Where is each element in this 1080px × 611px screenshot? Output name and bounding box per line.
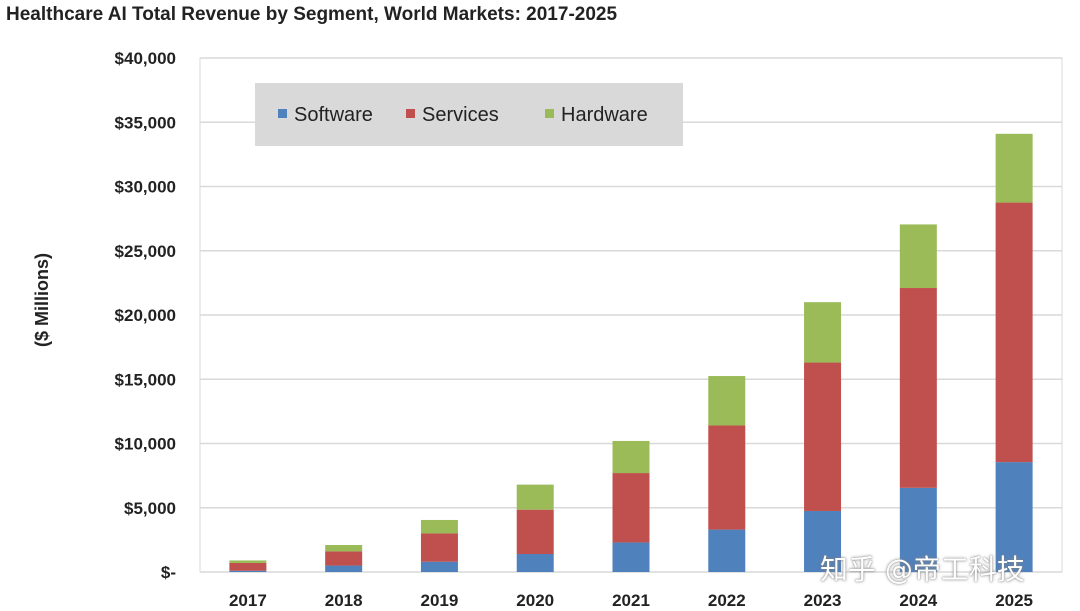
bar-software-2022 bbox=[708, 529, 746, 572]
bar-services-2024 bbox=[899, 288, 937, 488]
bar-software-2025 bbox=[995, 462, 1033, 572]
legend-swatch-services bbox=[406, 109, 415, 118]
legend-label-software: Software bbox=[294, 104, 373, 126]
bar-services-2017 bbox=[229, 563, 267, 571]
watermark: 知乎 @帝工科技 bbox=[820, 553, 1025, 586]
x-tick-label: 2023 bbox=[804, 591, 842, 610]
bar-software-2020 bbox=[516, 554, 554, 572]
x-tick-label: 2019 bbox=[421, 591, 459, 610]
bar-hardware-2021 bbox=[612, 440, 650, 474]
y-tick-label: $40,000 bbox=[115, 49, 176, 68]
bar-services-2023 bbox=[804, 362, 842, 511]
x-tick-label: 2021 bbox=[612, 591, 650, 610]
chart-title: Healthcare AI Total Revenue by Segment, … bbox=[6, 4, 618, 25]
y-tick-label: $- bbox=[161, 563, 176, 582]
y-tick-label: $25,000 bbox=[115, 242, 176, 261]
bar-hardware-2022 bbox=[708, 376, 746, 426]
bar-hardware-2019 bbox=[420, 519, 458, 534]
bar-services-2022 bbox=[708, 425, 746, 530]
y-tick-label: $20,000 bbox=[115, 306, 176, 325]
y-tick-label: $5,000 bbox=[124, 499, 176, 518]
bar-hardware-2023 bbox=[804, 302, 842, 363]
y-tick-label: $10,000 bbox=[115, 435, 176, 454]
bar-hardware-2024 bbox=[899, 224, 937, 289]
x-tick-label: 2018 bbox=[325, 591, 363, 610]
bar-software-2018 bbox=[325, 565, 363, 572]
bar-software-2017 bbox=[229, 570, 267, 572]
x-tick-label: 2017 bbox=[229, 591, 267, 610]
bar-services-2021 bbox=[612, 473, 650, 543]
bar-hardware-2017 bbox=[229, 560, 267, 564]
bar-software-2021 bbox=[612, 542, 650, 572]
legend-label-hardware: Hardware bbox=[561, 104, 648, 126]
bar-hardware-2020 bbox=[516, 484, 554, 510]
x-tick-label: 2024 bbox=[899, 591, 937, 610]
bar-services-2020 bbox=[516, 509, 554, 555]
y-tick-label: $15,000 bbox=[115, 370, 176, 389]
y-tick-label: $30,000 bbox=[115, 178, 176, 197]
y-axis-label: ($ Millions) bbox=[32, 253, 52, 347]
bar-software-2024 bbox=[899, 487, 937, 572]
legend-swatch-hardware bbox=[545, 109, 554, 118]
x-tick-label: 2025 bbox=[995, 591, 1033, 610]
bar-services-2018 bbox=[325, 551, 363, 566]
legend-swatch-software bbox=[278, 109, 287, 118]
bar-services-2025 bbox=[995, 202, 1033, 463]
legend bbox=[255, 83, 683, 146]
bar-hardware-2025 bbox=[995, 133, 1033, 203]
bar-services-2019 bbox=[420, 533, 458, 562]
bar-software-2023 bbox=[804, 510, 842, 572]
y-tick-label: $35,000 bbox=[115, 113, 176, 132]
bar-hardware-2018 bbox=[325, 545, 363, 552]
x-tick-label: 2020 bbox=[516, 591, 554, 610]
bar-software-2019 bbox=[420, 561, 458, 572]
x-tick-label: 2022 bbox=[708, 591, 746, 610]
legend-label-services: Services bbox=[422, 104, 499, 126]
